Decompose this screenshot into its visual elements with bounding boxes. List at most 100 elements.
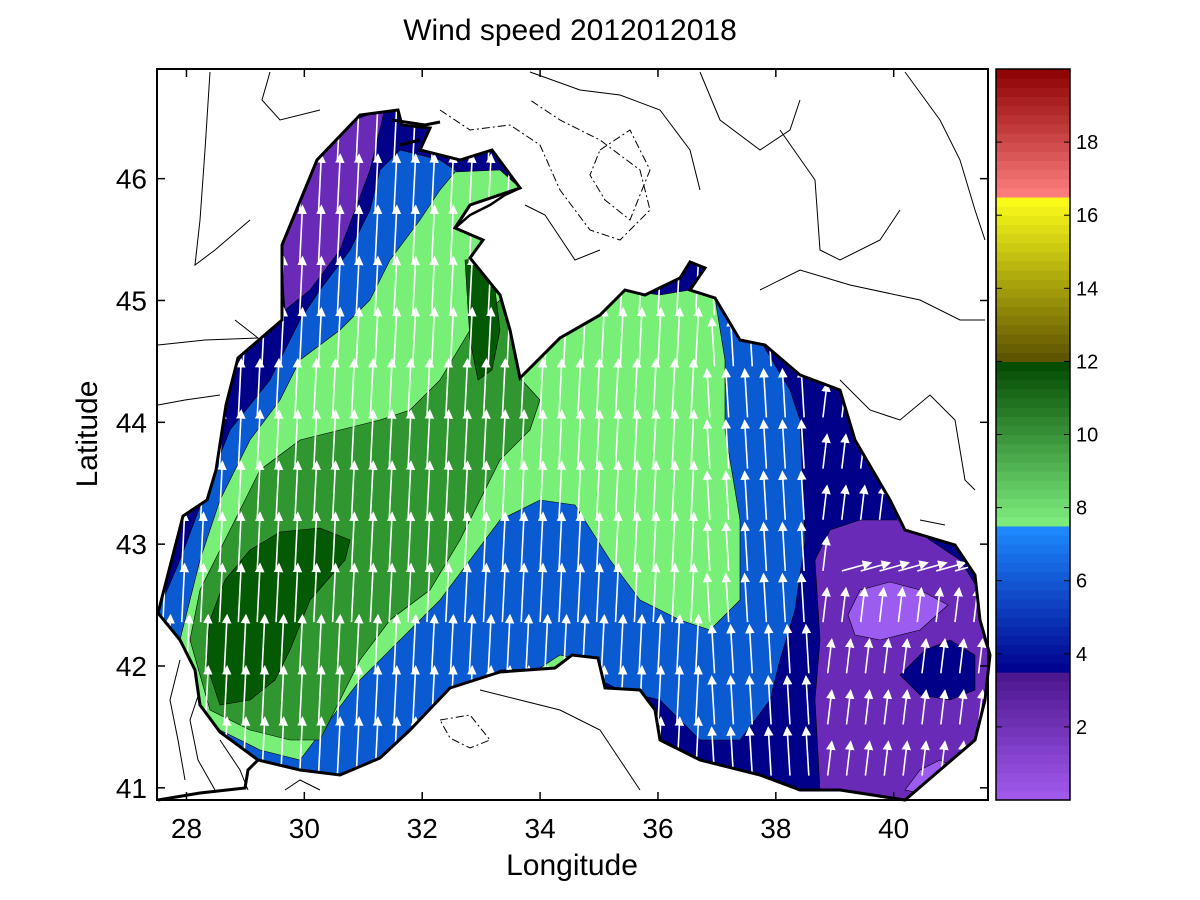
wind-arrow bbox=[429, 613, 439, 674]
wind-arrow bbox=[688, 511, 699, 571]
colorbar-segment bbox=[996, 123, 1070, 134]
wind-arrow bbox=[372, 613, 383, 674]
wind-arrow bbox=[934, 586, 944, 623]
wind-arrow bbox=[443, 409, 454, 469]
wind-arrow bbox=[443, 460, 454, 520]
colorbar-segment bbox=[996, 78, 1070, 88]
wind-arrow bbox=[353, 306, 364, 367]
wind-arrow bbox=[405, 460, 416, 520]
colorbar-segment bbox=[996, 425, 1070, 436]
wind-arrow bbox=[953, 586, 963, 623]
x-tick-label: 36 bbox=[642, 813, 673, 844]
x-tick-label: 40 bbox=[878, 813, 909, 844]
wind-arrow bbox=[240, 664, 251, 725]
wind-arrow bbox=[410, 613, 421, 674]
wind-arrow bbox=[844, 637, 855, 674]
wind-arrow bbox=[778, 470, 788, 520]
wind-arrow bbox=[443, 511, 454, 571]
wind-arrow bbox=[537, 357, 548, 418]
wind-arrow bbox=[542, 613, 553, 674]
wind-arrow bbox=[316, 613, 326, 674]
wind-arrow bbox=[330, 460, 340, 520]
colorbar-segment bbox=[996, 142, 1070, 152]
colorbar-segment bbox=[996, 690, 1070, 701]
colorbar-tick-label: 6 bbox=[1076, 571, 1087, 593]
wind-arrow bbox=[826, 637, 836, 674]
wind-arrow bbox=[481, 409, 491, 469]
wind-arrow bbox=[844, 689, 855, 725]
colorbar-segment bbox=[996, 370, 1070, 381]
wind-arrow bbox=[674, 664, 685, 725]
x-tick-label: 32 bbox=[407, 813, 438, 844]
wind-arrow bbox=[481, 460, 491, 520]
colorbar-segment bbox=[996, 589, 1070, 600]
wind-arrow bbox=[537, 511, 548, 571]
wind-arrow bbox=[859, 484, 869, 520]
wind-arrow bbox=[467, 255, 477, 316]
wind-arrow bbox=[763, 674, 774, 725]
wind-arrow bbox=[386, 562, 397, 623]
wind-arrow bbox=[518, 511, 529, 571]
wind-arrow bbox=[391, 613, 402, 674]
wind-arrow bbox=[901, 637, 911, 674]
wind-arrow bbox=[368, 357, 378, 418]
wind-arrow bbox=[669, 357, 680, 418]
wind-arrow bbox=[467, 306, 477, 367]
colorbar-segment bbox=[996, 461, 1070, 472]
wind-arrow bbox=[721, 367, 732, 418]
wind-arrow bbox=[556, 460, 567, 520]
colorbar-segment bbox=[996, 132, 1070, 143]
wind-arrow bbox=[372, 255, 383, 316]
colorbar-segment bbox=[996, 525, 1070, 536]
x-tick-label: 28 bbox=[171, 813, 202, 844]
colorbar-segment bbox=[996, 717, 1070, 728]
wind-arrow bbox=[292, 562, 303, 623]
colorbar-tick-label: 12 bbox=[1076, 351, 1098, 373]
wind-arrow bbox=[297, 613, 307, 674]
wind-arrow bbox=[485, 613, 496, 674]
wind-arrow bbox=[901, 740, 911, 776]
wind-arrow bbox=[594, 562, 604, 623]
colorbar-segment bbox=[996, 754, 1070, 765]
wind-arrow bbox=[259, 613, 270, 674]
wind-arrow bbox=[915, 586, 926, 623]
colorbar-segment bbox=[996, 69, 1070, 79]
wind-arrow bbox=[863, 689, 874, 725]
colorbar-segment bbox=[996, 169, 1070, 180]
wind-arrow bbox=[674, 613, 685, 674]
wind-arrow bbox=[391, 110, 402, 162]
colorbar-segment bbox=[996, 745, 1070, 755]
wind-arrow bbox=[650, 460, 661, 520]
wind-arrow bbox=[726, 623, 736, 674]
x-axis: 28 30 32 34 36 38 40 bbox=[171, 69, 909, 844]
wind-arrow bbox=[898, 560, 929, 572]
wind-arrow bbox=[702, 419, 713, 469]
wind-arrow bbox=[467, 613, 477, 674]
wind-arrow bbox=[368, 562, 378, 623]
wind-arrow bbox=[386, 511, 397, 571]
colorbar-segment bbox=[996, 306, 1070, 317]
wind-arrow bbox=[840, 586, 850, 623]
wind-arrow bbox=[594, 357, 604, 418]
wind-arrow bbox=[448, 255, 458, 316]
colorbar-segment bbox=[996, 672, 1070, 682]
wind-arrow bbox=[759, 367, 769, 418]
colorbar-segment bbox=[996, 516, 1070, 527]
wind-arrow bbox=[763, 623, 774, 674]
wind-arrow bbox=[273, 357, 284, 418]
colorbar-segment bbox=[996, 279, 1070, 289]
wind-arrow bbox=[500, 357, 510, 418]
colorbar-segment bbox=[996, 580, 1070, 591]
wind-arrow bbox=[198, 511, 208, 571]
colorbar-segment bbox=[996, 196, 1070, 207]
wind-arrow bbox=[745, 623, 755, 674]
wind-arrow bbox=[349, 460, 359, 520]
azov-coast bbox=[454, 186, 521, 229]
wind-arrow bbox=[920, 689, 930, 725]
wind-arrow bbox=[254, 460, 265, 520]
wind-arrow bbox=[278, 664, 289, 725]
wind-arrow bbox=[316, 204, 326, 264]
wind-arrow bbox=[236, 511, 246, 571]
colorbar-segment bbox=[996, 416, 1070, 426]
